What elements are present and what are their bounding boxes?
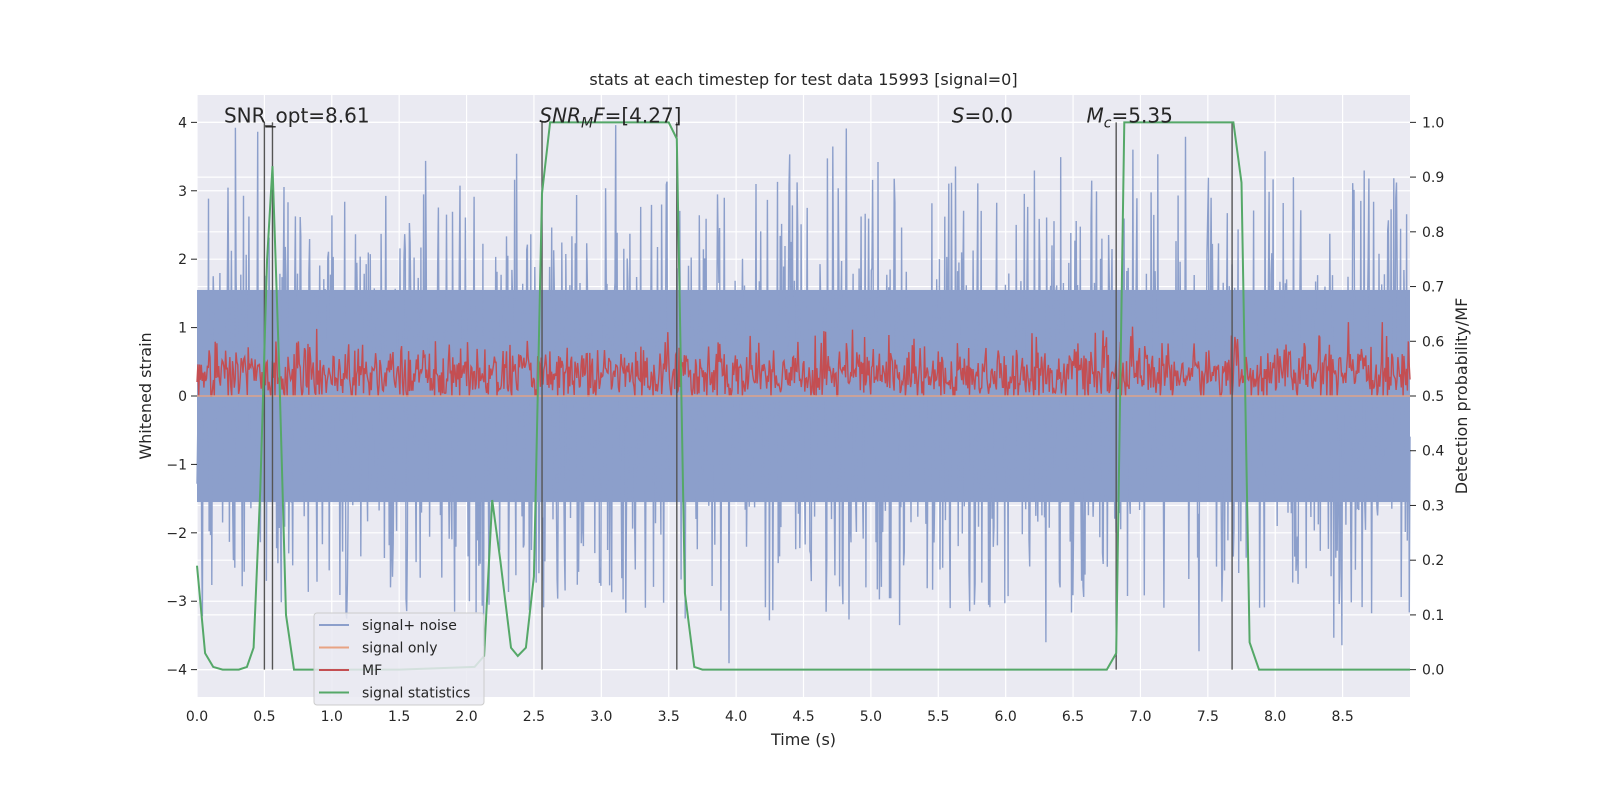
annotation-snr-opt: SNR_opt=8.61 [224,103,370,127]
x-tick-label-14: 7.0 [1129,709,1151,725]
x-axis-label: Time (s) [770,730,836,749]
mf-line [196,322,1411,397]
y-tick-label-5: 1 [178,321,187,337]
x-tick-label-17: 8.5 [1331,709,1353,725]
x-tick-label-2: 1.0 [321,709,343,725]
y-right-tick-label-8: 0.8 [1422,225,1444,241]
legend-label-mf: MF [362,663,382,679]
x-tick-label-5: 2.5 [523,709,545,725]
legend-label-signal-noise: signal+ noise [362,618,457,634]
y-right-tick-label-0: 0.0 [1422,663,1444,679]
y-tick-label-3: −1 [166,457,187,473]
y-tick-label-6: 2 [178,252,187,268]
y-right-tick-label-4: 0.4 [1422,444,1444,460]
y-right-tick-label-6: 0.6 [1422,334,1444,350]
vertical-markers [263,122,1233,670]
y-tick-label-1: −3 [166,594,187,610]
y-right-tick-label-5: 0.5 [1422,389,1444,405]
x-tick-label-0: 0.0 [186,709,208,725]
x-tick-label-13: 6.5 [1062,709,1084,725]
annotations: SNR_opt=8.61 SNRMF=[4.27] S=0.0 Mc=5.35 [224,103,1173,131]
legend-label-signal-only: signal only [362,641,437,657]
x-tick-label-3: 1.5 [388,709,410,725]
signal-statistics-line [196,121,1410,671]
y-axis-right-label: Detection probability/MF [1452,298,1471,495]
x-tick-label-10: 5.0 [860,709,882,725]
legend-box [313,612,485,706]
x-tick-label-7: 3.5 [658,709,680,725]
annotation-mc: Mc=5.35 [1087,103,1173,131]
mf-series [196,322,1411,397]
y-tick-label-4: 0 [178,389,187,405]
x-tick-label-8: 4.0 [725,709,747,725]
y-tick-label-0: −4 [166,663,187,679]
x-tick-label-1: 0.5 [253,709,275,725]
x-tick-label-6: 3.0 [590,709,612,725]
y-tick-label-8: 4 [178,115,187,131]
x-tick-label-11: 5.5 [927,709,949,725]
y-axis-label: Whitened strain [136,332,155,459]
y-right-tick-label-3: 0.3 [1422,498,1444,514]
x-tick-label-12: 6.0 [995,709,1017,725]
x-tick-label-16: 8.0 [1264,709,1286,725]
y-right-tick-label-7: 0.7 [1422,280,1444,296]
y-tick-label-2: −2 [166,526,187,542]
signal-statistics-series [196,121,1410,671]
legend: signal+ noise signal only MF signal stat… [313,612,485,706]
x-tick-label-9: 4.5 [792,709,814,725]
y-tick-label-7: 3 [178,184,187,200]
y-right-tick-label-2: 0.2 [1422,553,1444,569]
annotation-s: S=0.0 [952,103,1013,127]
y-right-tick-label-10: 1.0 [1422,115,1444,131]
x-tick-label-4: 2.0 [455,709,477,725]
axis-ticks: 0.0 0.5 1.0 1.5 2.0 2.5 3.0 3.5 4.0 4.5 5.0 5.5 6.0 6… [166,115,1444,725]
y-right-tick-label-1: 0.1 [1422,608,1444,624]
chart-title: stats at each timestep for test data 159… [589,70,1017,89]
x-tick-label-15: 7.5 [1197,709,1219,725]
legend-label-signal-statistics: signal statistics [362,686,470,702]
annotation-snr-mf: SNRMF=[4.27] [539,103,681,131]
y-right-tick-label-9: 0.9 [1422,170,1444,186]
